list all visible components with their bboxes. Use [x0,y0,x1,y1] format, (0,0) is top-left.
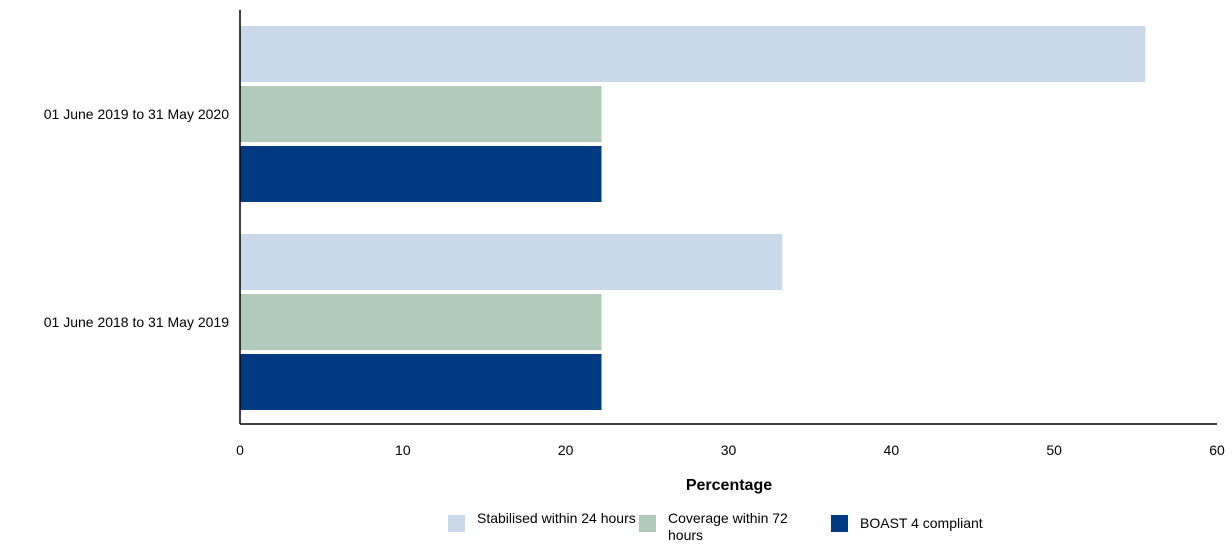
x-tick-label: 60 [1209,442,1225,458]
bar-1-series-2 [240,86,602,142]
bars-group [240,26,1146,410]
x-tick-label: 50 [1046,442,1062,458]
x-tick-label: 30 [721,442,737,458]
legend-item-boast: BOAST 4 compliant [831,510,983,532]
bar-2-series-1 [240,234,783,290]
legend-item-stabilised: Stabilised within 24 hours [448,510,637,532]
legend-label-stabilised: Stabilised within 24 hours [477,510,636,526]
legend-item-coverage: Coverage within 72 hours [639,510,823,544]
x-tick-label: 10 [395,442,411,458]
legend-swatch-stabilised [448,515,465,532]
x-tick-label: 20 [558,442,574,458]
legend-label-coverage: Coverage within 72 hours [668,510,788,543]
y-tick-label: 01 June 2019 to 31 May 2020 [44,106,229,122]
legend-swatch-coverage [639,515,656,532]
legend: Stabilised within 24 hours Coverage with… [0,510,1232,546]
legend-label-boast: BOAST 4 compliant [860,515,983,531]
y-tick-labels: 01 June 2019 to 31 May 2020 01 June 2018 … [44,106,229,330]
x-tick-label: 0 [236,442,244,458]
x-axis-title: Percentage [686,477,772,494]
x-tick-label: 40 [884,442,900,458]
bar-2-series-3 [240,354,602,410]
bar-2-series-2 [240,294,602,350]
y-tick-label: 01 June 2018 to 31 May 2019 [44,314,229,330]
bar-1-series-3 [240,146,602,202]
legend-swatch-boast [831,515,848,532]
bar-1-series-1 [240,26,1146,82]
x-tick-labels: 0 10 20 30 40 50 60 [236,442,1225,458]
